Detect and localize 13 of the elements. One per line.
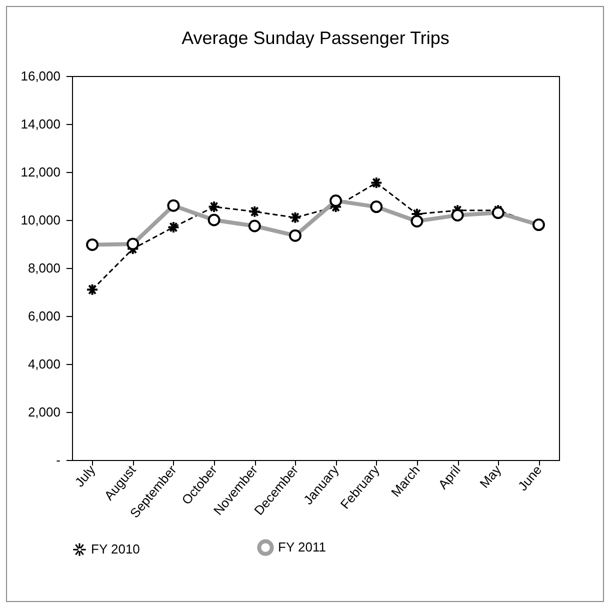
y-tick-label: 14,000 xyxy=(20,116,60,132)
y-tick-label: 6,000 xyxy=(28,308,60,324)
chart-title: Average Sunday Passenger Trips xyxy=(182,28,450,48)
y-tick-label: - xyxy=(56,452,60,468)
legend-label: FY 2010 xyxy=(91,542,140,557)
y-tick-label: 16,000 xyxy=(20,68,60,84)
y-tick-label: 4,000 xyxy=(28,356,60,372)
legend-label: FY 2011 xyxy=(278,540,326,555)
y-tick-label: 12,000 xyxy=(20,164,60,180)
x-tick-label: July xyxy=(72,462,98,490)
y-tick-label: 8,000 xyxy=(28,260,60,276)
y-tick-label: 10,000 xyxy=(20,212,60,228)
y-tick-label: 2,000 xyxy=(28,404,60,420)
